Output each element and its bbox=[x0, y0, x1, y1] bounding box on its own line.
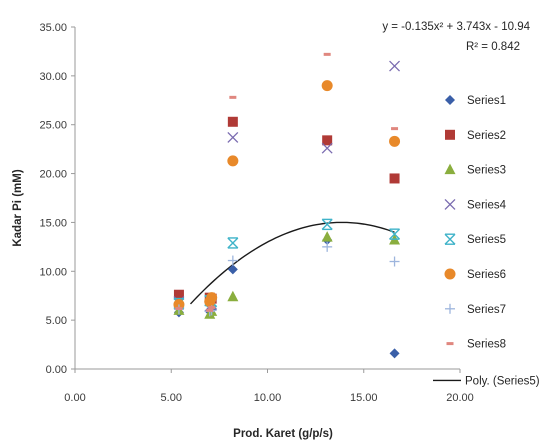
legend-item: Series3 bbox=[444, 163, 506, 177]
series-6 bbox=[173, 80, 401, 311]
x-tick-label: 20.00 bbox=[446, 392, 474, 404]
data-point bbox=[322, 135, 333, 146]
data-point bbox=[227, 131, 239, 143]
x-tick-label: 5.00 bbox=[161, 392, 182, 404]
y-tick-label: 10.00 bbox=[39, 266, 67, 278]
series-4 bbox=[173, 60, 401, 312]
y-ticks: 0.00 5.00 10.00 15.00 20.00 25.00 30.00 35.00 bbox=[39, 22, 75, 376]
axes: 0.00 5.00 10.00 15.00 20.00 25.00 30.00 35.00 0… bbox=[39, 22, 473, 404]
legend-label: Series5 bbox=[467, 234, 506, 246]
legend: Series1 Series2 Series3 Series4 Series5 Serie… bbox=[433, 95, 540, 387]
legend-item: Series5 bbox=[444, 233, 506, 246]
data-point bbox=[389, 348, 400, 359]
legend-marker bbox=[444, 268, 456, 280]
data-point bbox=[321, 142, 333, 154]
points-layer bbox=[173, 52, 401, 359]
data-point bbox=[173, 289, 184, 300]
data-point bbox=[208, 305, 216, 309]
legend-label: Poly. (Series5) bbox=[465, 375, 540, 387]
series-2 bbox=[173, 116, 400, 304]
legend-marker bbox=[444, 198, 456, 210]
legend-item: Series2 bbox=[445, 129, 506, 142]
data-point bbox=[227, 290, 239, 302]
data-point bbox=[227, 237, 239, 249]
legend-item: Series8 bbox=[446, 339, 506, 351]
legend-item-trendline: Poly. (Series5) bbox=[433, 375, 540, 387]
x-tick-label: 10.00 bbox=[254, 392, 282, 404]
y-tick-label: 20.00 bbox=[39, 169, 67, 181]
legend-label: Series6 bbox=[467, 269, 506, 281]
data-point bbox=[389, 173, 400, 184]
y-tick-label: 25.00 bbox=[39, 120, 67, 132]
data-point bbox=[389, 256, 400, 267]
data-point bbox=[321, 231, 333, 242]
y-tick-label: 30.00 bbox=[39, 71, 67, 83]
y-tick-label: 0.00 bbox=[46, 364, 67, 376]
data-point bbox=[389, 60, 401, 72]
legend-marker bbox=[445, 129, 455, 140]
legend-label: Series4 bbox=[467, 199, 507, 211]
data-point bbox=[389, 135, 401, 147]
x-axis-title: Prod. Karet (g/p/s) bbox=[233, 428, 333, 440]
data-point bbox=[321, 218, 333, 231]
data-point bbox=[227, 116, 238, 127]
series-8 bbox=[175, 52, 399, 312]
y-tick-label: 35.00 bbox=[39, 22, 67, 34]
data-point bbox=[206, 308, 214, 312]
legend-marker bbox=[444, 163, 456, 175]
data-point bbox=[227, 155, 239, 167]
legend-label: Series8 bbox=[467, 339, 506, 351]
legend-item: Series1 bbox=[445, 95, 506, 107]
trendline-layer bbox=[189, 221, 395, 305]
data-point bbox=[227, 255, 238, 266]
data-point bbox=[206, 292, 218, 304]
data-point bbox=[389, 228, 401, 240]
legend-label: Series7 bbox=[467, 304, 506, 316]
x-tick-label: 0.00 bbox=[64, 392, 85, 404]
data-point bbox=[227, 264, 238, 275]
data-point bbox=[322, 241, 333, 252]
trendline-r-squared: R² = 0.842 bbox=[466, 41, 520, 53]
legend-marker bbox=[445, 95, 455, 105]
x-ticks: 0.00 5.00 10.00 15.00 20.00 bbox=[64, 369, 474, 404]
trendline-equation: y = -0.135x² + 3.743x - 10.94 bbox=[382, 21, 530, 33]
legend-label: Series3 bbox=[467, 165, 506, 177]
data-point bbox=[321, 80, 333, 92]
y-tick-label: 5.00 bbox=[46, 315, 67, 327]
data-point bbox=[391, 127, 399, 131]
legend-item: Series7 bbox=[445, 303, 506, 316]
x-tick-label: 15.00 bbox=[350, 392, 378, 404]
legend-marker bbox=[445, 303, 455, 314]
y-axis-title: Kadar Pi (mM) bbox=[12, 169, 24, 246]
legend-marker bbox=[444, 233, 456, 245]
legend-label: Series2 bbox=[467, 130, 506, 142]
trendline-curve bbox=[189, 221, 395, 305]
legend-marker bbox=[446, 342, 454, 346]
data-point bbox=[175, 306, 183, 310]
y-tick-label: 15.00 bbox=[39, 217, 67, 229]
legend-item: Series6 bbox=[444, 268, 506, 281]
data-point bbox=[229, 95, 237, 99]
legend-item: Series4 bbox=[444, 198, 507, 211]
legend-label: Series1 bbox=[467, 95, 506, 107]
data-point bbox=[323, 52, 331, 56]
